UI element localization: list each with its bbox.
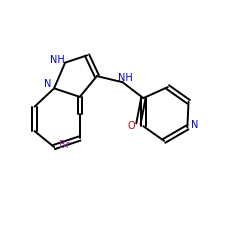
Text: NH: NH	[50, 55, 65, 65]
Text: Br: Br	[59, 140, 70, 150]
Text: NH: NH	[118, 73, 133, 83]
Text: N: N	[44, 79, 51, 89]
Text: N: N	[191, 120, 198, 130]
Text: O: O	[128, 121, 136, 131]
